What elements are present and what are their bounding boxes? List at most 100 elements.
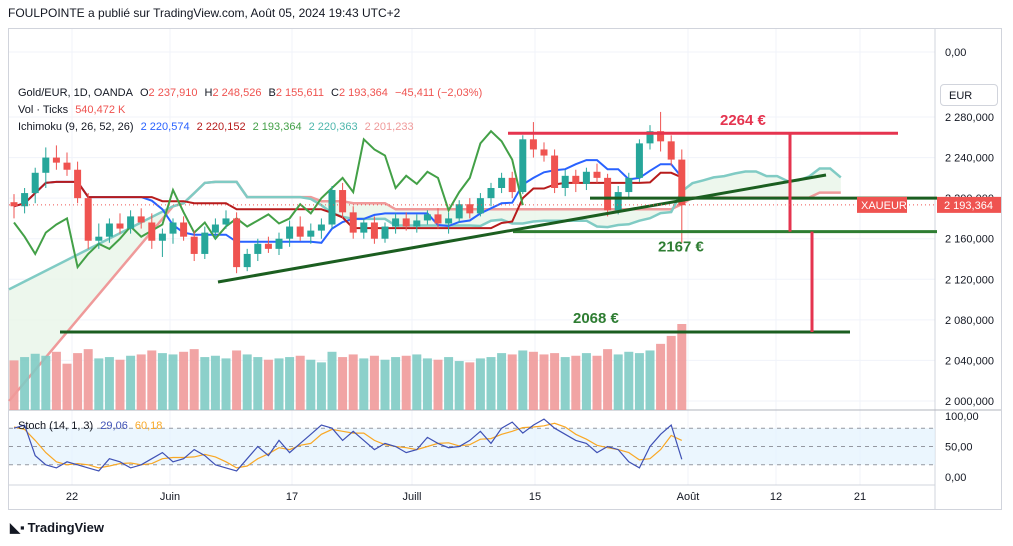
kijun-line bbox=[13, 171, 683, 230]
volume-bar bbox=[221, 358, 231, 410]
y-tick-label: 2 120,000 bbox=[945, 274, 994, 286]
volume-bar bbox=[179, 351, 189, 410]
volume-bar bbox=[73, 353, 83, 410]
volume-bar bbox=[613, 354, 623, 410]
x-tick-label: 22 bbox=[66, 491, 78, 503]
stoch-label[interactable]: Stoch (14, 1, 3) bbox=[18, 420, 94, 432]
volume-bar bbox=[147, 350, 157, 410]
candle-body bbox=[678, 159, 686, 206]
legend-high: H2 248,526 bbox=[204, 87, 262, 99]
volume-bar bbox=[263, 359, 273, 410]
ichimoku-span-b: 2 201,233 bbox=[364, 121, 414, 133]
legend-change: −45,411 (−2,03%) bbox=[394, 87, 483, 99]
candle-body bbox=[540, 149, 548, 156]
candle-body bbox=[169, 222, 177, 234]
candle-body bbox=[413, 220, 421, 227]
volume-bar bbox=[475, 358, 485, 410]
y-tick-label: 0,00 bbox=[945, 47, 966, 59]
candle-body bbox=[105, 223, 113, 237]
volume-bar bbox=[380, 359, 390, 410]
candle-body bbox=[360, 222, 368, 233]
candle-body bbox=[455, 204, 463, 219]
stoch-d-line bbox=[13, 422, 683, 469]
volume-bar bbox=[507, 354, 517, 410]
y-tick-label: 2 000,000 bbox=[945, 396, 994, 408]
volume-bar bbox=[603, 349, 613, 410]
candle-body bbox=[254, 243, 262, 254]
candle-body bbox=[593, 171, 601, 178]
candle-body bbox=[95, 236, 103, 241]
volume-bar bbox=[41, 355, 51, 410]
stoch-d-value: 60,18 bbox=[134, 420, 163, 432]
chart-frame bbox=[8, 28, 1002, 510]
volume-bar bbox=[369, 355, 379, 410]
volume-bar bbox=[518, 350, 528, 410]
legend-ichimoku: Ichimoku (9, 26, 52, 26) 2 220,574 2 220… bbox=[18, 121, 418, 133]
candle-body bbox=[614, 192, 622, 211]
volume-bar bbox=[677, 324, 687, 410]
candle-body bbox=[233, 218, 241, 268]
stoch-k-line bbox=[13, 418, 683, 472]
ichimoku-label[interactable]: Ichimoku (9, 26, 52, 26) bbox=[18, 121, 134, 133]
volume-bar bbox=[497, 353, 507, 410]
ichimoku-tenkan: 2 220,574 bbox=[140, 121, 190, 133]
candle-body bbox=[466, 204, 474, 214]
volume-bar bbox=[401, 355, 411, 410]
volume-bar bbox=[571, 355, 581, 410]
candle-body bbox=[84, 198, 92, 241]
candle-body bbox=[21, 193, 29, 207]
tradingview-logo[interactable]: ◣▪ TradingView bbox=[10, 520, 104, 536]
ichimoku-span-a: 2 220,363 bbox=[308, 121, 358, 133]
volume-bar bbox=[422, 358, 432, 410]
y-tick-label: 2 080,000 bbox=[945, 315, 994, 327]
ichimoku-span-a-line bbox=[8, 167, 842, 291]
candle-body bbox=[604, 177, 612, 211]
volume-bar bbox=[274, 358, 284, 410]
x-tick-label: Août bbox=[677, 491, 700, 503]
currency-selector[interactable]: EUR bbox=[940, 84, 998, 106]
candle-body bbox=[243, 253, 251, 268]
stoch-k-value: 29,06 bbox=[100, 420, 128, 432]
ichimoku-kijun: 2 220,152 bbox=[196, 121, 246, 133]
candle-body bbox=[498, 177, 506, 188]
volume-bar bbox=[115, 359, 125, 410]
y-tick-label: 2 160,000 bbox=[945, 234, 994, 246]
candle-body bbox=[264, 243, 272, 249]
candle-body bbox=[445, 218, 453, 224]
candle-body bbox=[275, 238, 283, 249]
volume-bar bbox=[126, 355, 136, 410]
volume-bar bbox=[242, 354, 252, 410]
volume-bar bbox=[94, 358, 104, 410]
candle-body bbox=[508, 177, 516, 193]
volume-label[interactable]: Vol · Ticks bbox=[18, 104, 69, 116]
candle-body bbox=[635, 143, 643, 178]
candle-body bbox=[582, 171, 590, 184]
volume-bar bbox=[210, 355, 220, 410]
candle-body bbox=[10, 202, 18, 207]
volume-bar bbox=[433, 359, 443, 410]
y-tick-label: 2 280,000 bbox=[945, 112, 994, 124]
candle-body bbox=[328, 190, 336, 225]
candle-body bbox=[625, 177, 633, 193]
volume-bar bbox=[285, 357, 295, 410]
candle-body bbox=[63, 162, 71, 170]
legend-symbol[interactable]: Gold/EUR, 1D, OANDA bbox=[18, 87, 133, 99]
candle-body bbox=[116, 223, 124, 229]
volume-bar bbox=[560, 357, 570, 410]
volume-bar bbox=[634, 353, 644, 410]
legend-volume: Vol · Ticks 540,472 K bbox=[18, 104, 129, 116]
candle-body bbox=[148, 222, 156, 241]
candle-body bbox=[42, 157, 50, 173]
legend-low: B2 155,611 bbox=[268, 87, 324, 99]
volume-bar bbox=[157, 353, 167, 410]
candle-body bbox=[370, 222, 378, 239]
volume-bar bbox=[51, 351, 61, 410]
candle-body bbox=[201, 232, 209, 254]
ichimoku-chikou: 2 193,364 bbox=[252, 121, 302, 133]
publication-header: FOULPOINTE a publié sur TradingView.com,… bbox=[8, 6, 401, 20]
x-tick-label: 21 bbox=[854, 491, 866, 503]
candle-body bbox=[180, 222, 188, 237]
volume-bar bbox=[200, 357, 210, 410]
candle-body bbox=[381, 226, 389, 239]
